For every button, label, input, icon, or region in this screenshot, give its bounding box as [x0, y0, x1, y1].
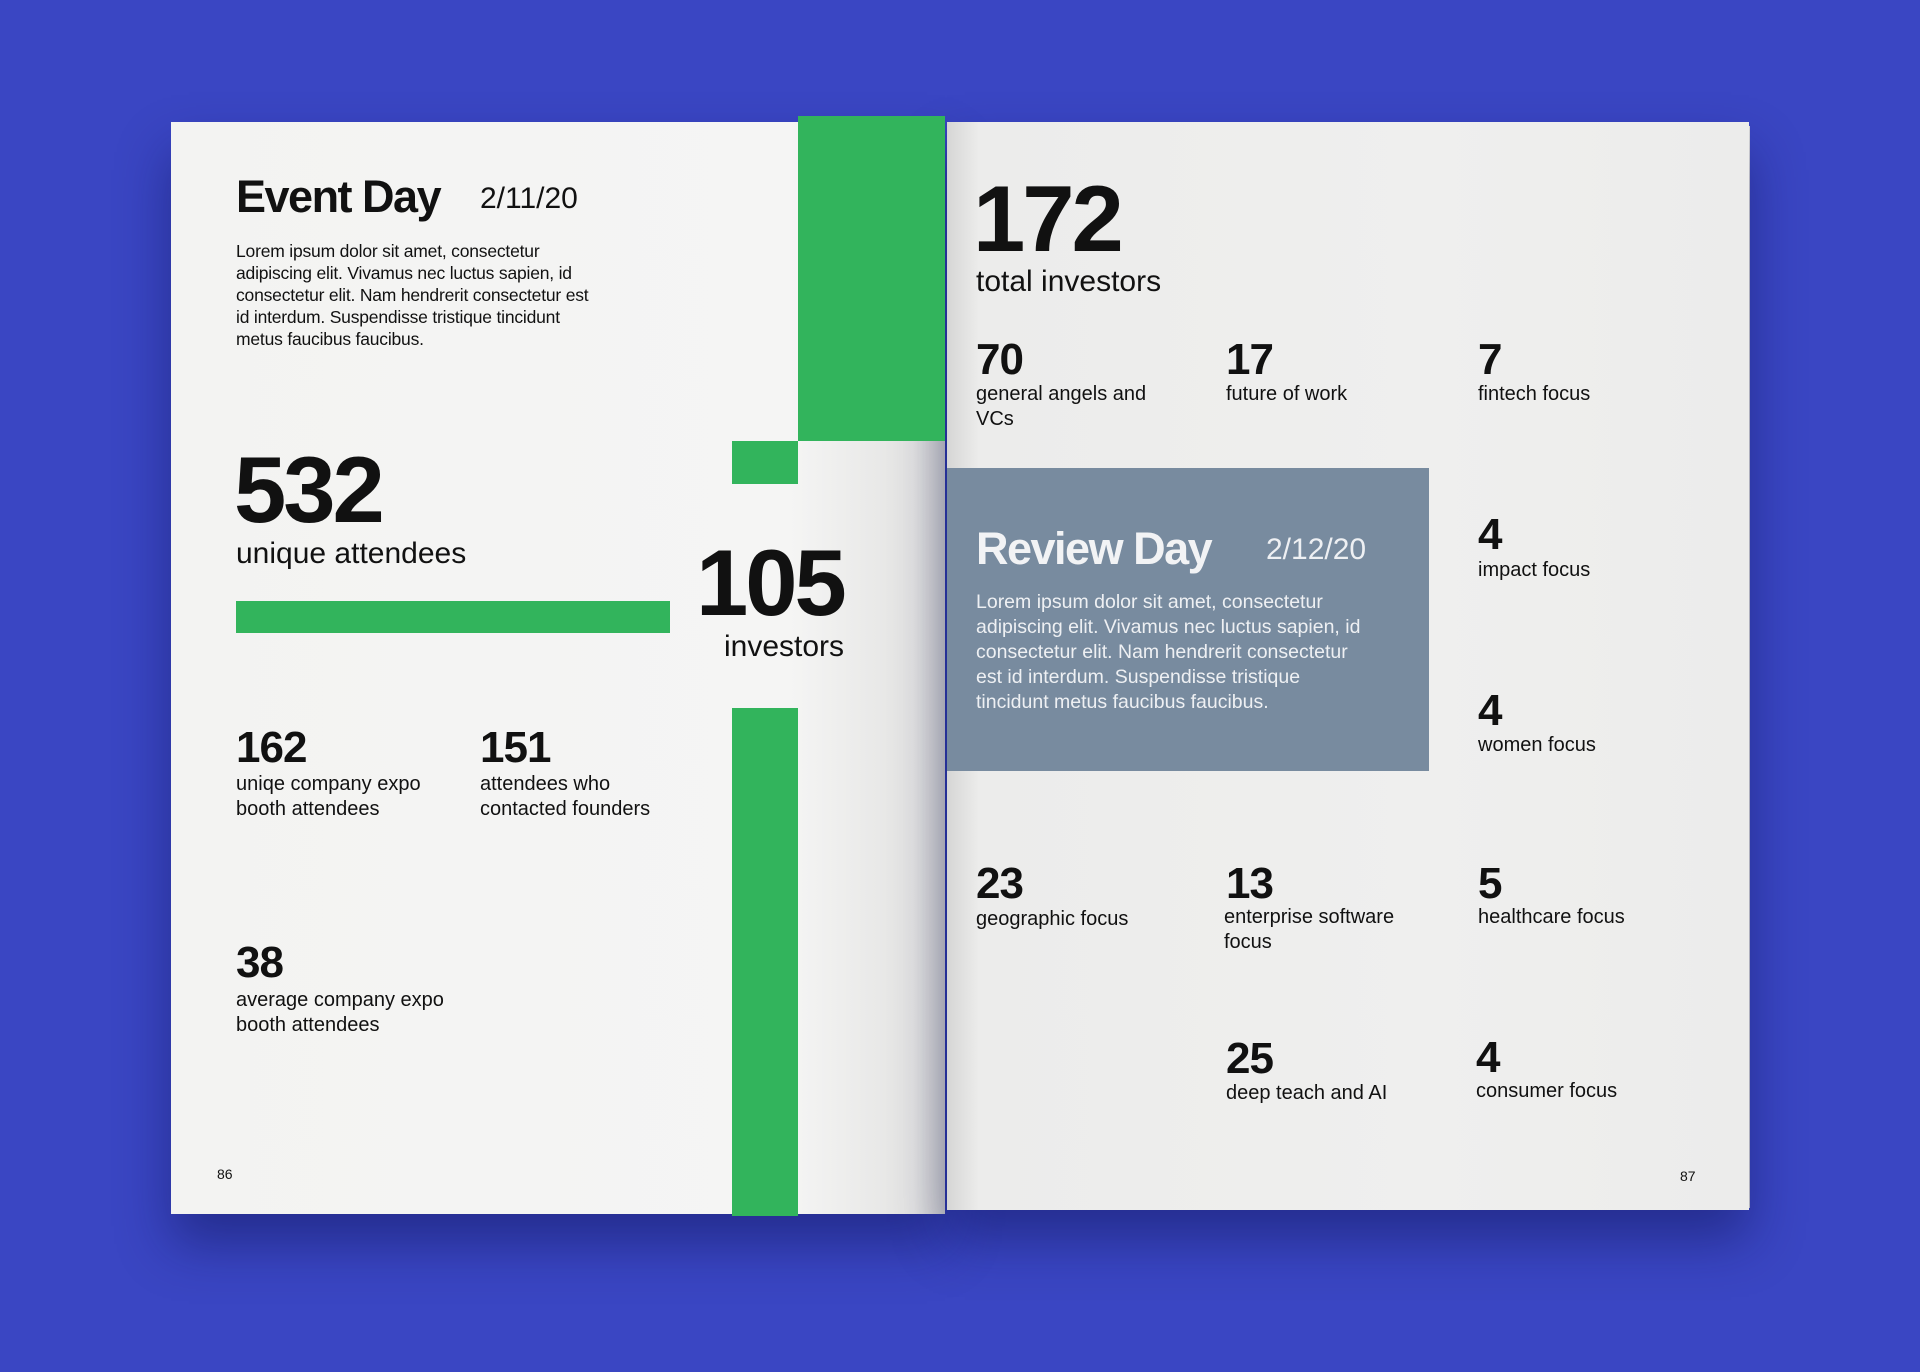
stat-label: women focus	[1478, 734, 1596, 756]
page-number: 86	[217, 1166, 233, 1182]
stat-label: future of work	[1226, 383, 1348, 405]
stat-label: consumer focus	[1476, 1080, 1618, 1102]
stat-value: 38	[236, 938, 284, 987]
green-bar-horizontal	[236, 601, 670, 633]
stat-label: healthcare focus	[1478, 906, 1625, 928]
review-day-body: Lorem ipsum dolor sit amet, consectetur …	[976, 591, 1361, 713]
stat-label: attendees who contacted founders	[480, 773, 651, 820]
stat-value: 7	[1478, 335, 1503, 384]
total-investors-label: total investors	[976, 265, 1162, 298]
stat-value: 17	[1226, 335, 1274, 384]
stat-value: 13	[1226, 859, 1274, 908]
total-investors-value: 172	[973, 166, 1124, 271]
event-day-title: Event Day	[236, 171, 442, 222]
attendees-value: 532	[234, 437, 385, 542]
stat-label: general angels and VCs	[976, 383, 1147, 430]
event-day-date: 2/11/20	[480, 182, 578, 215]
investors-value: 105	[696, 530, 847, 635]
stat-value: 151	[480, 723, 551, 772]
green-block-top	[798, 116, 945, 441]
event-day-body: Lorem ipsum dolor sit amet, consectetur …	[236, 241, 589, 349]
stat-label: impact focus	[1478, 559, 1591, 581]
stat-label: geographic focus	[976, 908, 1129, 930]
stat-value: 4	[1476, 1033, 1501, 1082]
attendees-label: unique attendees	[236, 537, 467, 570]
stat-label: enterprise software focus	[1224, 906, 1395, 953]
review-day-box: Review Day 2/12/20 Lorem ipsum dolor sit…	[947, 468, 1429, 771]
stat-label: average company expo booth attendees	[236, 989, 444, 1036]
stat-value: 70	[976, 335, 1024, 384]
stat-value: 162	[236, 723, 307, 772]
stat-value: 4	[1478, 510, 1503, 559]
investors-label: investors	[724, 630, 845, 663]
stat-value: 5	[1478, 859, 1503, 908]
stat-label: fintech focus	[1478, 383, 1591, 405]
green-square	[732, 441, 798, 484]
stat-value: 23	[976, 859, 1024, 908]
stat-value: 4	[1478, 686, 1503, 735]
page-number: 87	[1680, 1168, 1696, 1184]
stat-value: 25	[1226, 1034, 1274, 1083]
review-day-title: Review Day	[976, 523, 1213, 574]
green-bar-vertical	[732, 708, 798, 1216]
stat-label: deep teach and AI	[1226, 1082, 1388, 1104]
stat-label: uniqe company expo booth attendees	[236, 773, 421, 820]
review-day-date: 2/12/20	[1266, 533, 1367, 566]
